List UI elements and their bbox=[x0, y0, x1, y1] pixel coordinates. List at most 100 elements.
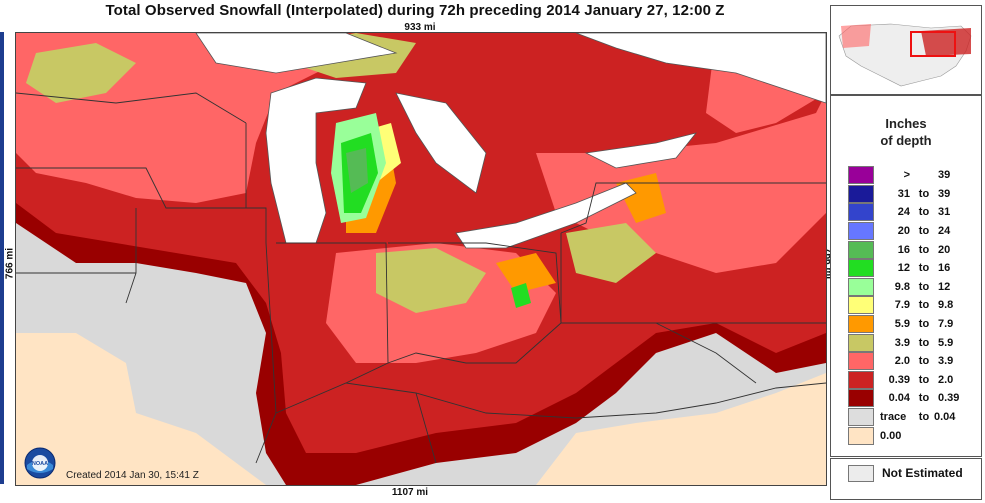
canada-no-data bbox=[575, 33, 826, 104]
legend-range-high: 31 bbox=[938, 206, 951, 219]
legend-range-high: 16 bbox=[938, 262, 951, 275]
distance-top: 933 mi bbox=[404, 22, 436, 33]
zero-snow-region-sw bbox=[16, 333, 266, 485]
legend-title-line1: Inches bbox=[885, 116, 927, 131]
legend-row: 3.9 to 5.9 bbox=[848, 333, 976, 352]
inset-overview-map[interactable] bbox=[830, 5, 982, 95]
noaa-logo-text: NOAA bbox=[32, 461, 48, 467]
legend-range-high: 12 bbox=[938, 280, 951, 293]
lake-michigan bbox=[265, 77, 367, 244]
legend-range-sep: to bbox=[918, 280, 930, 293]
distance-left: 766 mi bbox=[4, 247, 16, 280]
legend-row: 12 to 16 bbox=[848, 259, 976, 278]
snowfall-map[interactable] bbox=[15, 32, 827, 486]
legend-swatch bbox=[848, 296, 874, 315]
legend-range-sep: to bbox=[918, 318, 930, 331]
legend-panel: Inches of depth >39 31 to 39 24 to 31 20 to 24 16 t… bbox=[830, 95, 982, 457]
legend-range-sep: to bbox=[918, 299, 930, 312]
map-canvas bbox=[16, 33, 826, 485]
not-estimated-swatch bbox=[848, 465, 874, 482]
legend-row: 2.0 to 3.9 bbox=[848, 352, 976, 371]
legend-row: 0.00 bbox=[848, 426, 976, 445]
noaa-logo: NOAA bbox=[24, 447, 56, 479]
legend-swatch bbox=[848, 389, 874, 408]
legend-range-sep: to bbox=[918, 392, 930, 405]
legend-swatch bbox=[848, 333, 874, 352]
legend-range-low: 0.39 bbox=[888, 373, 910, 386]
legend-range-low: 12 bbox=[897, 262, 910, 275]
legend-title: Inches of depth bbox=[831, 115, 981, 149]
legend-swatch bbox=[848, 184, 874, 203]
snow-59-79-oh bbox=[496, 253, 556, 293]
legend-range-high: 0.04 bbox=[934, 411, 956, 424]
legend-range-high: 24 bbox=[938, 225, 951, 238]
legend-row: 0.04 to 0.39 bbox=[848, 389, 976, 408]
legend-range-high: 0.39 bbox=[938, 392, 960, 405]
zero-snow-region-se bbox=[536, 373, 826, 485]
inset-focus-box bbox=[910, 31, 956, 57]
legend-range-sep: to bbox=[918, 355, 930, 368]
not-estimated-label: Not Estimated bbox=[882, 466, 963, 480]
legend-range-high: 3.9 bbox=[938, 355, 954, 368]
legend-range-low: 2.0 bbox=[894, 355, 910, 368]
legend-range-high: 7.9 bbox=[938, 318, 954, 331]
legend-range-high: 2.0 bbox=[938, 373, 954, 386]
legend-range-low: 16 bbox=[897, 243, 910, 256]
snow-12-16-oh bbox=[511, 283, 531, 308]
legend-range-low: > bbox=[903, 169, 910, 182]
legend-range-low: 7.9 bbox=[894, 299, 910, 312]
legend-swatch bbox=[848, 408, 874, 427]
legend-range-sep: to bbox=[918, 243, 930, 256]
legend-row: 0.39 to 2.0 bbox=[848, 370, 976, 390]
legend-range-sep: to bbox=[918, 262, 930, 275]
legend-swatch bbox=[848, 315, 874, 334]
legend-row: 20 to 24 bbox=[848, 222, 976, 241]
legend-range-low: trace bbox=[880, 411, 907, 424]
legend-range-high: 39 bbox=[938, 169, 951, 182]
legend-range-sep: to bbox=[918, 336, 930, 349]
legend-row: 7.9 to 9.8 bbox=[848, 296, 976, 315]
legend-range-low: 31 bbox=[897, 187, 910, 200]
legend-range-low: 24 bbox=[897, 206, 910, 219]
legend-range-high: 39 bbox=[938, 187, 951, 200]
legend-swatch bbox=[848, 426, 874, 445]
created-timestamp: Created 2014 Jan 30, 15:41 Z bbox=[66, 470, 199, 481]
legend-range-high: 5.9 bbox=[938, 336, 954, 349]
legend-range-high: 9.8 bbox=[938, 299, 954, 312]
legend-rows: >39 31 to 39 24 to 31 20 to 24 16 to 20 12 to 16 9.8 to 12… bbox=[848, 166, 976, 445]
legend-range-sep: to bbox=[918, 225, 930, 238]
legend-range-high: 20 bbox=[938, 243, 951, 256]
legend-range-low: 20 bbox=[897, 225, 910, 238]
lake-superior bbox=[195, 33, 398, 74]
legend-range-low: 9.8 bbox=[894, 280, 910, 293]
snow-16-20 bbox=[346, 148, 368, 193]
legend-swatch bbox=[848, 203, 874, 222]
legend-range-sep: to bbox=[918, 411, 930, 424]
lake-erie bbox=[455, 182, 637, 249]
legend-range-low: 0.04 bbox=[888, 392, 910, 405]
legend-range-sep: to bbox=[918, 187, 930, 200]
distance-bottom: 1107 mi bbox=[391, 487, 429, 498]
legend-title-line2: of depth bbox=[880, 133, 932, 148]
legend-swatch bbox=[848, 259, 874, 278]
legend-range-low: 5.9 bbox=[894, 318, 910, 331]
legend-row: 16 to 20 bbox=[848, 240, 976, 259]
legend-row: 9.8 to 12 bbox=[848, 277, 976, 297]
snow-39-59-a bbox=[26, 43, 136, 103]
legend-swatch bbox=[848, 166, 874, 185]
legend-row: 5.9 to 7.9 bbox=[848, 315, 976, 334]
lake-ontario bbox=[584, 132, 698, 169]
legend-range-low: 3.9 bbox=[894, 336, 910, 349]
legend-swatch bbox=[848, 222, 874, 241]
legend-range-low: 0.00 bbox=[880, 429, 902, 442]
legend-swatch bbox=[848, 277, 874, 296]
map-title: Total Observed Snowfall (Interpolated) d… bbox=[105, 2, 725, 19]
snow-39-59-c bbox=[566, 223, 656, 283]
legend-row: 31 to 39 bbox=[848, 184, 976, 204]
legend-range-sep: to bbox=[918, 373, 930, 386]
legend-range-sep: to bbox=[918, 206, 930, 219]
inset-map-canvas bbox=[831, 6, 981, 94]
state-borders bbox=[16, 92, 826, 464]
legend-swatch bbox=[848, 370, 874, 389]
legend-row: trace to 0.04 bbox=[848, 408, 976, 427]
